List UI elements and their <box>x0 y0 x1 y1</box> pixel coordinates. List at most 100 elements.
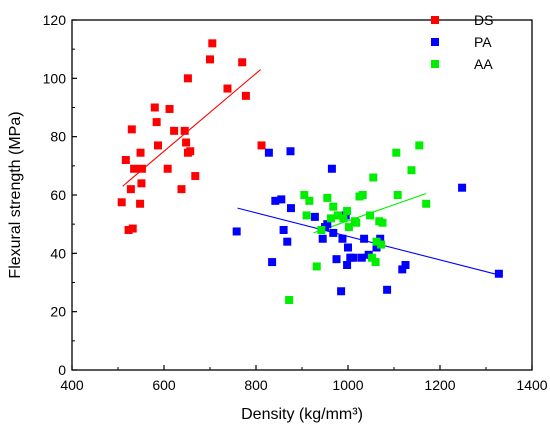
point-ds <box>124 226 133 234</box>
point-pa <box>327 164 336 173</box>
y-axis-title: Flexural strength (MPa) <box>7 111 24 278</box>
point-pa <box>344 243 352 252</box>
fit-lines <box>122 69 500 276</box>
x-tick-label: 800 <box>244 377 268 393</box>
point-ds <box>241 91 250 100</box>
point-ds <box>170 126 179 135</box>
point-aa <box>312 262 321 271</box>
point-aa <box>392 148 401 157</box>
point-ds <box>206 55 214 64</box>
point-ds <box>163 164 172 173</box>
point-pa <box>343 261 352 269</box>
point-pa <box>271 196 280 205</box>
legend-label-ds: DS <box>474 12 493 28</box>
point-aa <box>305 196 314 205</box>
point-pa <box>357 253 366 262</box>
point-ds <box>121 156 130 164</box>
point-pa <box>349 253 358 262</box>
point-aa <box>329 202 338 211</box>
x-tick-label: 1200 <box>424 377 455 393</box>
point-pa <box>360 234 369 243</box>
point-pa <box>277 195 286 204</box>
point-aa <box>358 191 367 199</box>
point-pa <box>372 243 381 252</box>
point-aa <box>323 193 332 202</box>
point-aa <box>317 226 326 234</box>
x-axis-title: Density (kg/mm³) <box>241 406 363 423</box>
y-tick-label: 40 <box>50 245 66 261</box>
point-aa <box>366 211 375 220</box>
point-aa <box>339 214 348 223</box>
point-pa <box>329 228 338 237</box>
point-aa <box>285 296 294 304</box>
point-ds <box>180 126 189 135</box>
point-ds <box>177 185 186 194</box>
point-ds <box>223 84 232 93</box>
point-ds <box>182 138 191 147</box>
point-pa <box>286 204 295 213</box>
y-tick-label: 0 <box>58 362 66 378</box>
point-pa <box>338 234 347 243</box>
point-aa <box>372 237 381 246</box>
point-pa <box>401 261 410 269</box>
point-aa <box>415 141 424 150</box>
point-pa <box>310 212 319 221</box>
point-pa <box>318 234 327 243</box>
point-ds <box>127 125 136 134</box>
x-tick-label: 1400 <box>516 377 547 393</box>
point-ds <box>191 172 200 181</box>
point-aa <box>422 199 431 208</box>
fit-line-pa <box>237 207 500 276</box>
point-pa <box>332 255 341 264</box>
point-aa <box>343 207 352 216</box>
legend-label-pa: PA <box>474 34 492 50</box>
point-aa <box>393 191 402 199</box>
point-aa <box>326 214 335 223</box>
point-ds <box>183 74 192 83</box>
point-pa <box>283 237 292 246</box>
x-tick-label: 1000 <box>332 377 363 393</box>
point-aa <box>369 173 378 182</box>
point-pa <box>494 269 503 278</box>
point-aa <box>300 191 309 199</box>
point-ds <box>137 179 146 188</box>
point-aa <box>352 218 361 227</box>
point-ds <box>136 148 145 157</box>
legend-marker-aa <box>431 60 439 68</box>
legend-marker-pa <box>431 38 439 46</box>
point-ds <box>154 141 163 150</box>
legend-label-aa: AA <box>474 56 493 72</box>
y-tick-label: 100 <box>43 70 67 86</box>
point-aa <box>378 218 387 227</box>
point-ds <box>136 199 145 208</box>
legend: DS PA AA <box>431 12 493 72</box>
point-ds <box>186 147 195 156</box>
point-aa <box>371 258 380 267</box>
point-ds <box>150 103 159 112</box>
y-tick-label: 80 <box>50 129 66 145</box>
point-ds <box>165 104 174 113</box>
x-tick-label: 400 <box>60 377 84 393</box>
point-aa <box>407 166 416 175</box>
point-pa <box>398 265 407 274</box>
point-ds <box>208 39 217 48</box>
point-ds <box>117 198 126 207</box>
y-tick-label: 60 <box>50 187 66 203</box>
point-pa <box>383 285 392 294</box>
point-ds <box>137 164 146 173</box>
point-ds <box>238 58 247 67</box>
point-aa <box>333 211 342 220</box>
point-aa <box>302 211 311 220</box>
point-ds <box>257 141 266 150</box>
y-tick-label: 20 <box>50 304 66 320</box>
point-pa <box>286 147 295 156</box>
point-pa <box>458 183 467 192</box>
point-ds <box>130 164 139 173</box>
x-tick-label: 600 <box>152 377 176 393</box>
point-pa <box>279 226 288 234</box>
point-aa <box>344 223 353 232</box>
point-ds <box>126 185 135 194</box>
point-pa <box>337 287 346 296</box>
data-points <box>117 39 503 304</box>
